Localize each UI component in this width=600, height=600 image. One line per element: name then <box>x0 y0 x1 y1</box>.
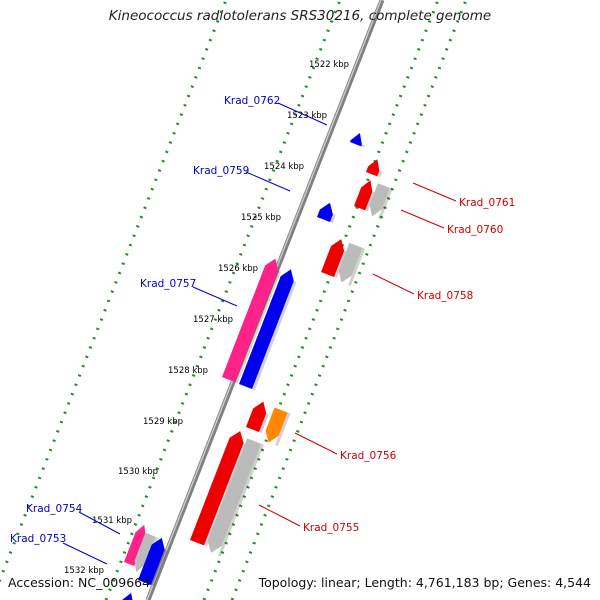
gene-krad-0758b-shadow <box>348 247 366 287</box>
gene-krad-0754-body <box>124 524 146 566</box>
gene-leader-line <box>400 209 445 229</box>
gene-krad-0753-body <box>138 537 165 586</box>
gene-leader-line <box>412 182 457 202</box>
kbp-tick-label: 1525 kbp <box>241 213 281 223</box>
gene-leader-line <box>245 171 291 192</box>
gene-krad-0756-body <box>265 407 288 443</box>
accession-text: Accession: NC_009664 <box>8 575 151 590</box>
gene-leader-line <box>192 286 238 307</box>
gene-krad-0757-body <box>222 258 279 383</box>
gene-label: Krad_0762 <box>224 95 280 107</box>
gene-krad-0755b-shadow <box>217 443 264 557</box>
gene-krad-0760-shadow <box>378 187 393 220</box>
kbp-tick-label: 1526 kbp <box>218 264 258 274</box>
gene-krad-0756-shadow <box>275 412 291 447</box>
gene-label: Krad_0754 <box>26 503 83 515</box>
gene-label: Krad_0757 <box>140 278 196 290</box>
gene-krad-0761 <box>354 180 376 212</box>
gene-leader-line <box>78 511 121 535</box>
gene-label: Krad_0761 <box>459 197 515 209</box>
kbp-tick-label: 1530 kbp <box>118 467 158 477</box>
gene-krad-0753-shadow <box>151 549 168 587</box>
gene-krad-0758b <box>338 242 366 287</box>
gene-krad-0755b <box>207 438 264 557</box>
gene-krad-0762-shadow <box>361 144 365 148</box>
gene-leader-line <box>294 432 338 455</box>
gene-labels: Krad_0762 Krad_0761 Krad_0760 Krad_0759 Krad… <box>10 95 515 565</box>
gene-label: Krad_0755 <box>303 522 359 534</box>
gene-krad-0755b-body <box>207 438 262 553</box>
gene-krad-0757b-body <box>239 269 294 390</box>
gene-krad-0762-body <box>350 133 362 147</box>
kbp-tick-label: 1523 kbp <box>287 111 327 121</box>
kbp-tick-label: 1527 kbp <box>193 315 233 325</box>
gene-krad-0761a-shadow <box>377 170 383 178</box>
topology-text: Topology: linear; Length: 4,761,183 bp; … <box>258 575 591 590</box>
gene-krad-0761-shadow <box>365 191 376 212</box>
gene-krad-0760 <box>369 183 393 220</box>
map-title: Kineococcus radiotolerans SRS30216, comp… <box>108 8 492 24</box>
gene-leader-line <box>372 273 415 295</box>
gene-leader-line <box>62 542 108 565</box>
gene-label: Krad_0753 <box>10 533 66 545</box>
gene-krad-0756a <box>246 401 270 434</box>
gene-krad-0761a-body <box>366 159 380 177</box>
kbp-tick-label: 1529 kbp <box>143 417 183 427</box>
gene-krad-0753 <box>138 537 168 587</box>
gene-features <box>122 133 393 600</box>
gene-krad-0762 <box>350 133 365 148</box>
gene-krad-0756 <box>265 407 291 447</box>
gene-krad-0761a <box>366 159 383 178</box>
kbp-ticks: 1522 kbp 1523 kbp 1524 kbp 1525 kbp 1526 kbp… <box>64 60 349 576</box>
gene-krad-0756a-body <box>246 401 267 433</box>
gene-krad-0755-body <box>190 431 244 546</box>
gene-krad-0758b-body <box>338 242 363 283</box>
scale-line-right-minor <box>202 0 440 600</box>
gene-krad-0757b-shadow <box>252 281 297 391</box>
gene-krad-0753b <box>122 592 133 600</box>
gene-krad-0756a-shadow <box>259 413 270 434</box>
gene-leader-line <box>277 102 328 126</box>
gene-label: Krad_0759 <box>193 165 249 177</box>
gene-krad-0758-body <box>321 239 345 278</box>
kbp-tick-label: 1522 kbp <box>309 60 349 70</box>
gene-krad-0757b <box>239 269 297 391</box>
gene-label: Krad_0758 <box>417 290 473 302</box>
gene-krad-0753b-body <box>122 592 133 600</box>
kbp-tick-label: 1528 kbp <box>168 366 208 376</box>
gene-krad-0759 <box>317 202 336 224</box>
kbp-tick-label: 1531 kbp <box>92 516 132 526</box>
gene-krad-0757 <box>222 258 282 384</box>
gene-krad-0760-body <box>369 183 390 217</box>
gene-krad-0757-shadow <box>235 270 282 384</box>
gene-krad-0754b-body <box>134 532 156 572</box>
gene-label: Krad_0760 <box>447 224 503 236</box>
gene-krad-0759-shadow <box>330 214 336 224</box>
gene-krad-0759-body <box>317 202 333 223</box>
gene-leader-line <box>258 504 301 527</box>
gene-krad-0761-body <box>354 180 373 211</box>
kbp-tick-label: 1524 kbp <box>264 162 304 172</box>
kbp-tick-label: 1532 kbp <box>64 566 104 576</box>
gene-label: Krad_0756 <box>340 450 397 462</box>
